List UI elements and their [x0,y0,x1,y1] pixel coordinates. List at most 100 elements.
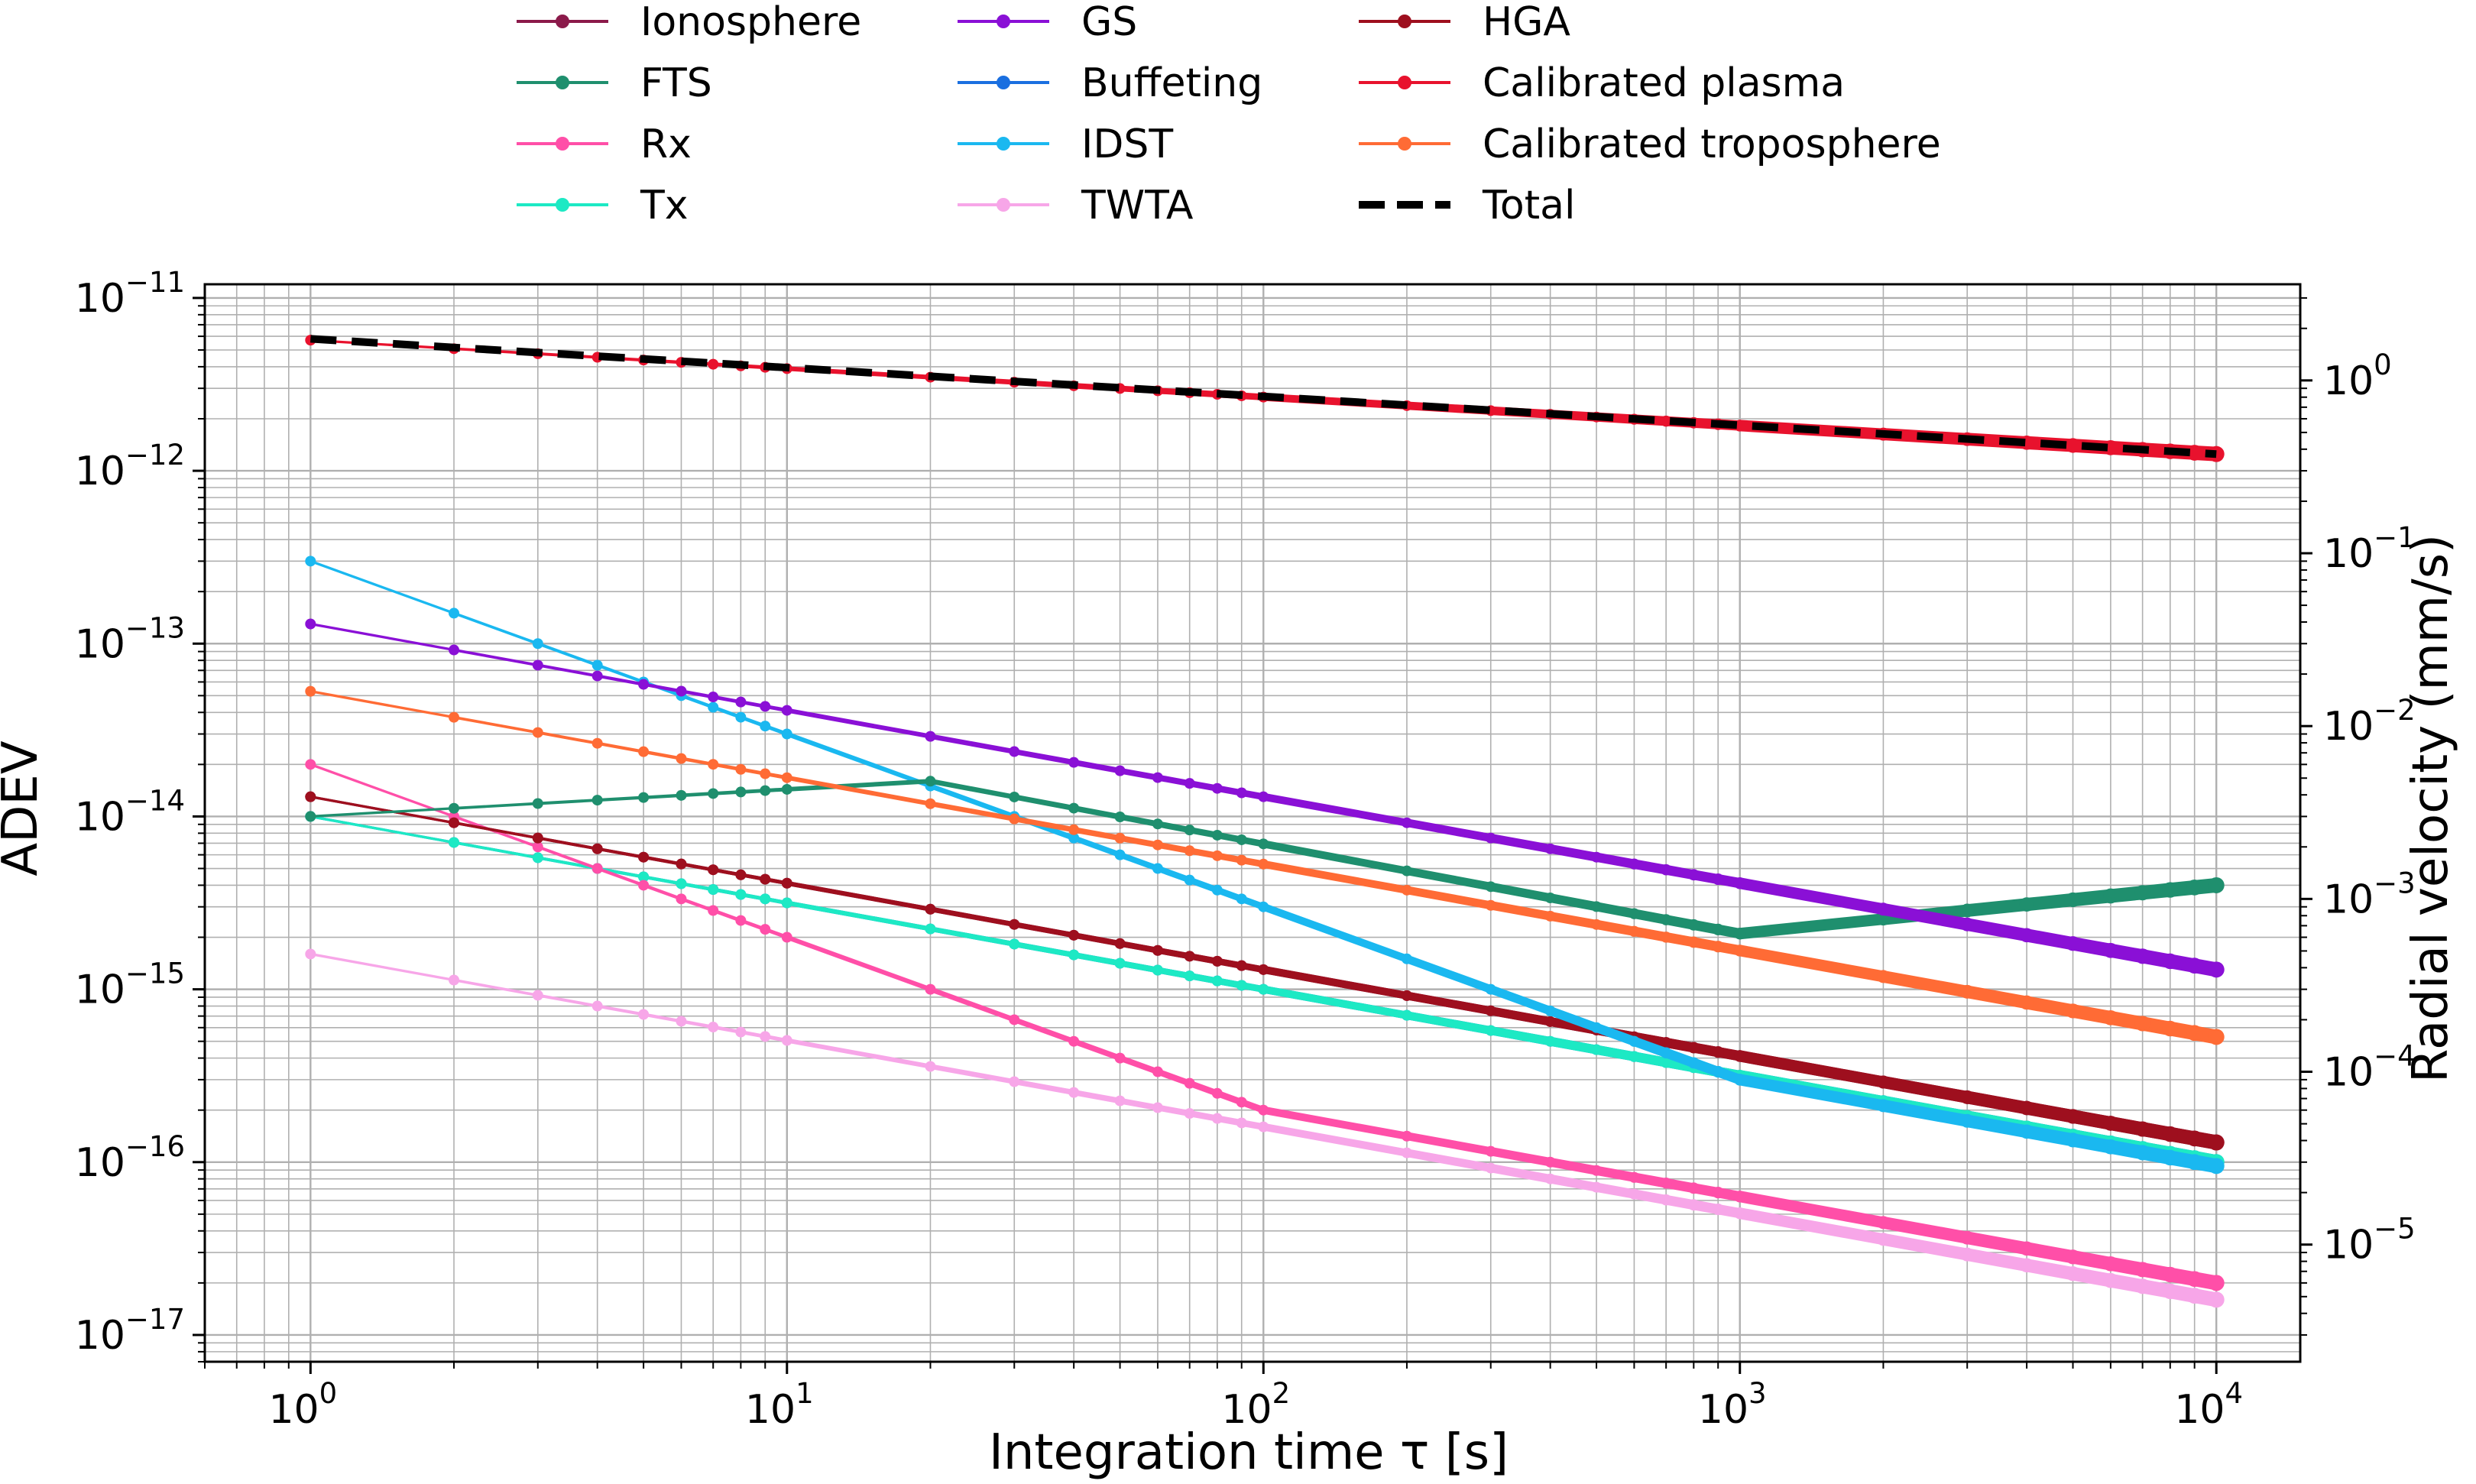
data-point [735,915,747,926]
data-point [676,753,687,764]
legend-item-total: Total [1359,183,1575,228]
data-point [1629,925,1640,937]
series-hga [305,791,2225,1151]
series-line-segment [1877,902,1974,931]
data-point [532,638,543,650]
data-point [1712,1187,1724,1199]
data-point [781,772,792,783]
series-line-segment [1591,1182,1639,1199]
data-point [1485,832,1496,844]
data-point [735,869,747,880]
data-point [1876,970,1890,983]
data-point [1236,893,1247,905]
series-line-segment [928,1064,1017,1084]
series-line-segment [1259,792,1411,827]
data-point [1401,817,1412,828]
data-point [1660,415,1672,427]
series-line-segment [1486,1006,1555,1026]
data-point [1211,1087,1223,1099]
x-tick-label: 102 [1221,1377,1290,1433]
legend-marker [556,76,569,89]
legend-label: HGA [1483,0,1570,45]
series-line-segment [1071,759,1123,774]
series-line-segment [1545,911,1601,929]
series-line-segment [309,815,455,844]
legend-marker [556,137,569,151]
data-point [1114,957,1126,969]
data-point [1544,1156,1556,1168]
data-point [1258,901,1269,912]
series-line-segment [1591,852,1639,869]
data-point [591,737,603,749]
data-point [2134,885,2150,901]
data-point [305,759,316,770]
data-point [1401,865,1412,876]
data-point [638,1009,650,1020]
series-line-segment [1402,1011,1496,1035]
series-line [310,335,2217,458]
series-line-segment [309,622,455,652]
data-point [1009,746,1020,757]
series-line-segment [595,674,646,686]
series-line-segment [1011,749,1077,766]
y2-tick-label: 10−5 [2323,1213,2416,1269]
data-point [1258,858,1269,870]
data-point [781,705,792,716]
x-tick-label: 104 [2174,1377,2243,1433]
series-line-segment [1629,1036,1671,1058]
data-point [1660,864,1672,876]
data-point [1734,877,1746,889]
x-tick-label: 101 [745,1377,814,1433]
legend-marker [1398,76,1411,89]
data-point [1401,1130,1412,1142]
data-point [1236,980,1247,991]
data-point [1114,849,1126,860]
data-point [1152,839,1163,851]
data-point [532,727,543,738]
series-line-segment [1011,794,1077,812]
series-line-segment [784,900,933,932]
data-point [2065,1132,2081,1148]
legend-marker [997,15,1010,28]
y-tick-label: 10−14 [75,784,185,840]
data-point [2065,438,2081,453]
data-point [781,1035,792,1046]
data-point [2208,1275,2225,1291]
data-point [2208,1158,2225,1175]
data-point [2134,1121,2150,1137]
data-point [2186,445,2203,461]
series-line-segment [1591,919,1639,936]
axes: 100 101 102 103 104 10−11 10−12 10−13 10−14 10−15… [75,266,2416,1433]
data-point [708,864,719,876]
series-idst [305,556,2225,1175]
data-point [1544,1005,1556,1016]
data-point [1960,903,1975,918]
data-point [735,763,747,775]
data-point [708,1022,719,1033]
series-line-segment [452,715,540,734]
data-point [1152,1102,1163,1113]
series-line-segment [309,807,455,818]
data-point [1258,983,1269,995]
series-line-segment [1011,1016,1077,1045]
data-point [1629,1051,1640,1062]
series-line-segment [928,987,1017,1022]
y2-tick-label: 10−4 [2323,1040,2416,1096]
series-line-segment [1486,984,1555,1016]
legend-marker [1398,15,1411,28]
series-line-segment [536,836,599,851]
data-point [1629,1188,1640,1200]
data-point [2162,953,2179,970]
data-point [2065,892,2081,908]
data-point [638,871,650,883]
plot-area [305,335,2225,1308]
data-point [449,608,460,619]
legend-label: GS [1081,0,1137,45]
series-line-segment [452,802,540,810]
data-point [708,358,719,370]
data-point [2162,882,2179,898]
series-line-segment [1402,991,1496,1016]
data-point [2065,936,2081,951]
data-point [1960,917,1975,932]
